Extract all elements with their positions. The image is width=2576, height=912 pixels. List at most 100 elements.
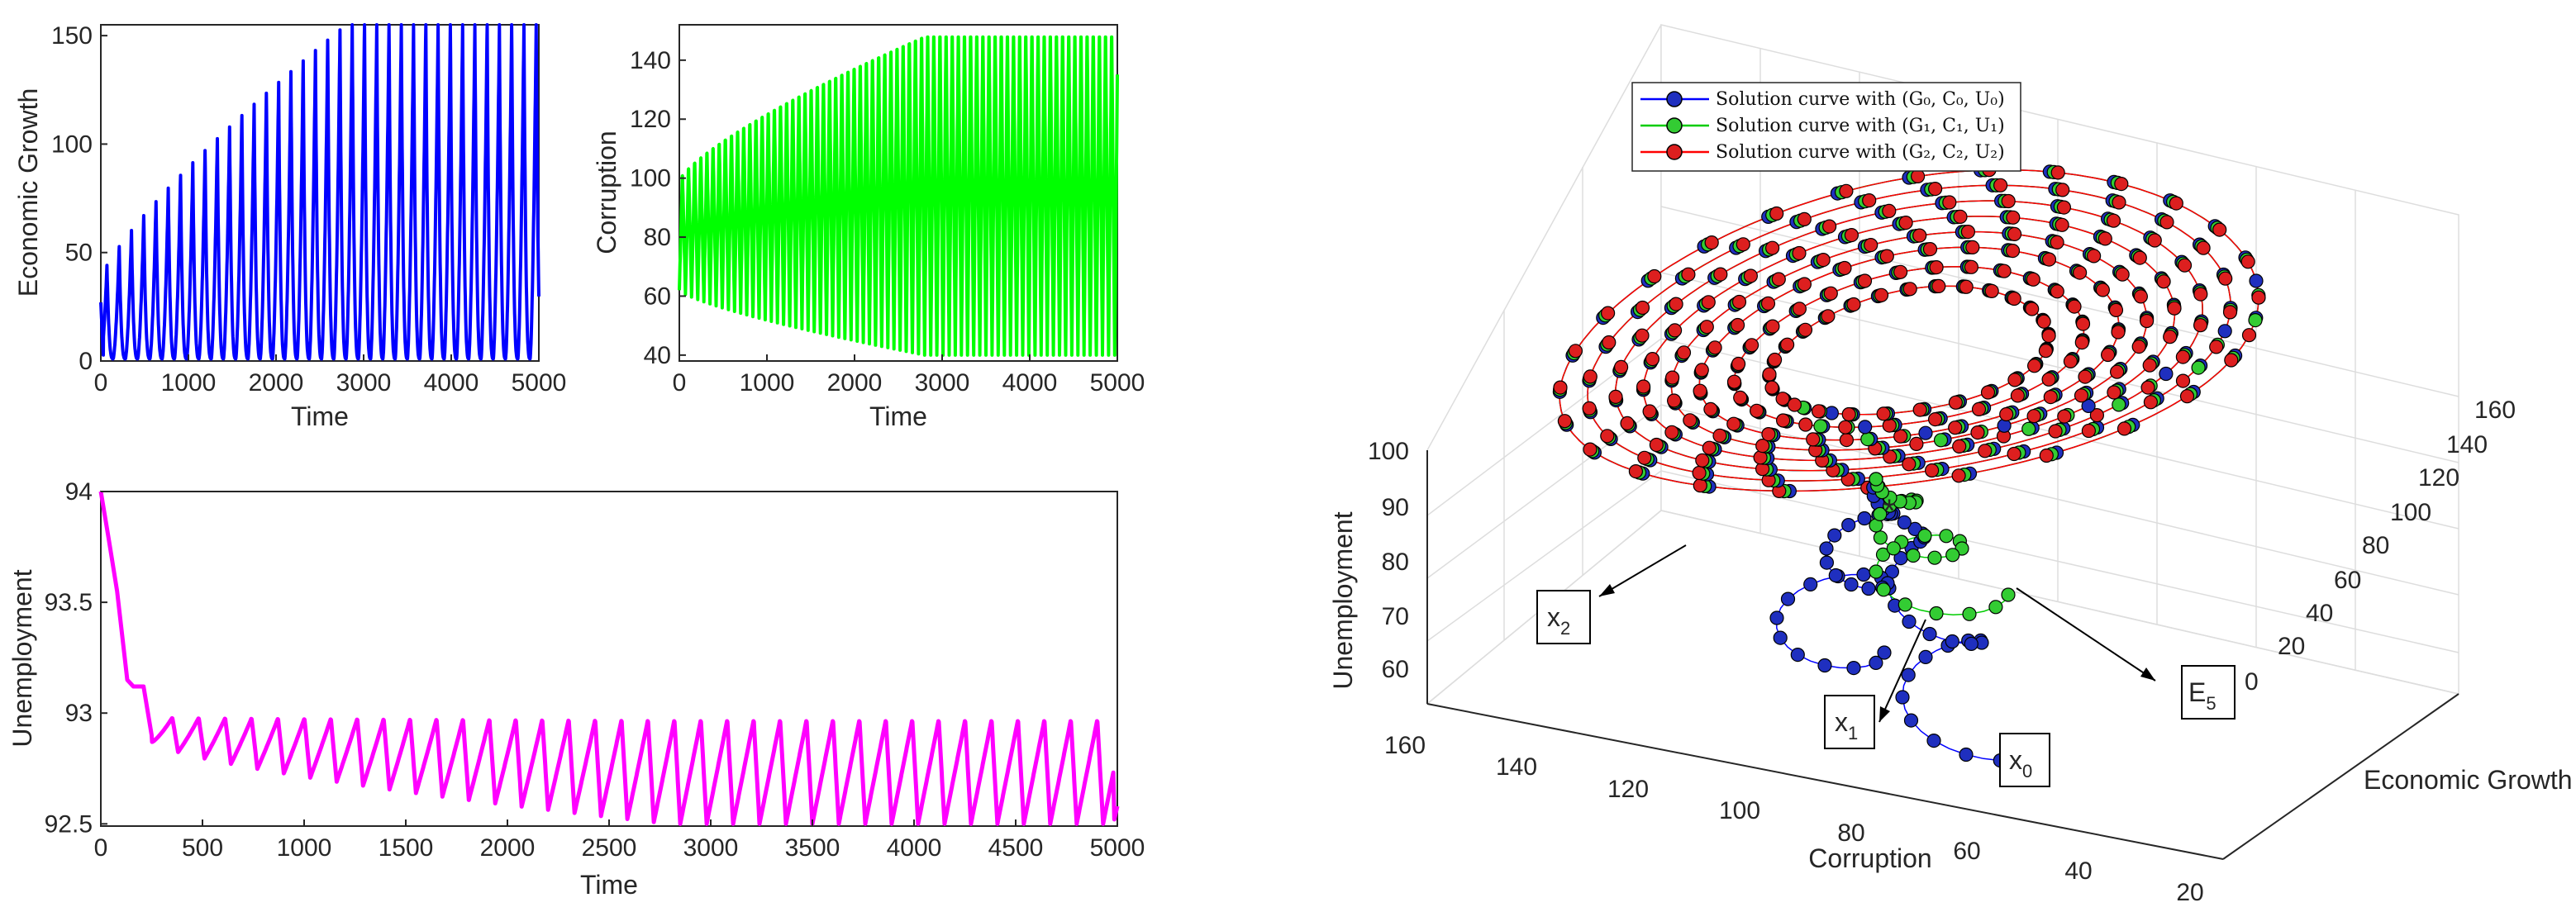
trajectory-point xyxy=(1553,380,1568,395)
annotation-box-x1 xyxy=(1824,695,1875,749)
trajectory-point xyxy=(1765,319,1780,334)
trajectory-point xyxy=(2043,390,2058,405)
trajectory-point xyxy=(1608,389,1623,404)
corruption-line xyxy=(678,35,1119,357)
legend-entry-1: Solution curve with (G₁, C₁, U₁) xyxy=(1640,116,2005,136)
trajectory-point xyxy=(1846,297,1861,312)
transient-point xyxy=(1869,472,1883,487)
trajectory-point xyxy=(2007,373,2022,387)
legend-label-1: Solution curve with (G₁, C₁, U₁) xyxy=(1716,116,2005,136)
trajectory-point xyxy=(1912,228,1927,243)
trajectory-point xyxy=(1879,249,1894,264)
trajectory-point xyxy=(2007,226,2022,241)
phase-x-tick-label: 40 xyxy=(2064,857,2092,885)
trajectory-point xyxy=(2248,313,2263,328)
phase-y-tick-label: 40 xyxy=(2306,600,2333,627)
trajectory-point xyxy=(2156,274,2171,289)
transient-point xyxy=(1846,660,1861,676)
trajectory-point xyxy=(1997,264,2012,278)
trajectory-point xyxy=(1635,300,1650,316)
y-tick-label: 50 xyxy=(65,240,93,267)
phase-z-label: Unemployment xyxy=(1328,511,1358,689)
trajectory-point xyxy=(2147,233,2162,248)
trajectory-point xyxy=(1582,401,1597,416)
trajectory-point xyxy=(1882,203,1897,218)
trajectory-point xyxy=(2055,183,2070,197)
transient-point xyxy=(1895,690,1910,705)
trajectory-point xyxy=(1948,395,1963,410)
trajectory-point xyxy=(1713,267,1728,282)
trajectory-line xyxy=(1559,169,2259,492)
transient-point xyxy=(1917,528,1932,544)
transient-point xyxy=(1962,606,1977,621)
trajectory-point xyxy=(2041,372,2056,387)
trajectory-point xyxy=(1984,283,1999,298)
trajectory-point xyxy=(1864,238,1878,253)
x-tick-label: 1000 xyxy=(161,369,217,397)
trajectory-point xyxy=(1750,403,1764,418)
x-tick-label: 0 xyxy=(673,369,687,397)
trajectory-point xyxy=(1762,367,1777,382)
transient-point xyxy=(1876,582,1891,597)
transient-point xyxy=(1828,568,1843,583)
trajectory-point xyxy=(1733,390,1748,405)
phase-x-tick-label: 120 xyxy=(1607,776,1649,803)
trajectory-point xyxy=(1666,393,1682,408)
trajectory-point xyxy=(2027,359,2042,373)
x-tick-label: 1500 xyxy=(379,834,434,862)
unemployment-x-label: Time xyxy=(580,870,638,900)
trajectory-point xyxy=(1731,356,1746,372)
y-axis-line xyxy=(2222,693,2459,860)
trajectory-point xyxy=(1797,211,1812,226)
trajectory-point xyxy=(1816,253,1831,268)
transient-point xyxy=(1769,610,1784,625)
trajectory-point xyxy=(1600,306,1616,321)
corruption-y-label: Corruption xyxy=(592,131,621,254)
transient-point xyxy=(1939,529,1954,544)
unemployment-series xyxy=(98,491,1120,826)
trajectory-point xyxy=(2159,366,2174,382)
trajectory-point xyxy=(2057,409,2072,424)
trajectory-point xyxy=(1731,294,1747,310)
phase-y-tick-label: 140 xyxy=(2446,431,2488,458)
trajectory-point xyxy=(1902,457,1917,472)
transient-point xyxy=(1901,667,1916,682)
trajectory-point xyxy=(2132,250,2147,265)
trajectory-point xyxy=(1600,429,1615,444)
trajectory-point xyxy=(1798,417,1813,432)
trajectory-point xyxy=(1933,433,1949,448)
unemployment-y-ticks: 92.5 93 93.5 94 xyxy=(45,478,107,838)
transient-point xyxy=(1918,649,1933,665)
trajectory-point xyxy=(1898,216,1913,230)
trajectory-point xyxy=(1776,413,1791,428)
y-tick-label: 120 xyxy=(630,106,671,133)
x-tick-label: 3000 xyxy=(683,834,739,862)
trajectory-point xyxy=(1912,402,1927,417)
y-tick-label: 140 xyxy=(630,47,671,74)
trajectory-point xyxy=(1642,404,1657,419)
trajectory-point xyxy=(1669,297,1683,311)
transient-point xyxy=(2001,587,2016,602)
trajectory-point xyxy=(2240,254,2255,269)
legend-marker-1 xyxy=(1666,117,1683,134)
x-tick-label: 4000 xyxy=(424,369,479,397)
trajectory-point xyxy=(2143,395,2158,410)
trajectory-point xyxy=(1792,245,1807,261)
unemployment-y-label: Unemployment xyxy=(7,569,37,747)
phase-x-tick-label: 100 xyxy=(1719,797,1760,824)
trajectory-point xyxy=(1909,436,1924,452)
trajectory-point xyxy=(1761,426,1776,442)
trajectory-point xyxy=(1695,453,1710,468)
trajectory-point xyxy=(2108,302,2124,317)
grid-line xyxy=(1426,404,1662,579)
trajectory-point xyxy=(1764,380,1779,395)
trajectory-point xyxy=(2010,388,2025,403)
trajectory-point xyxy=(2110,364,2125,379)
phase-y-tick-label: 120 xyxy=(2418,464,2459,492)
trajectory-point xyxy=(2251,290,2266,305)
trajectory-point xyxy=(1765,240,1780,255)
trajectory-point xyxy=(1931,278,1946,293)
corruption-x-label: Time xyxy=(869,401,927,431)
y-tick-label: 40 xyxy=(644,342,671,369)
legend-label-2: Solution curve with (G₂, C₂, U₂) xyxy=(1716,142,2005,163)
